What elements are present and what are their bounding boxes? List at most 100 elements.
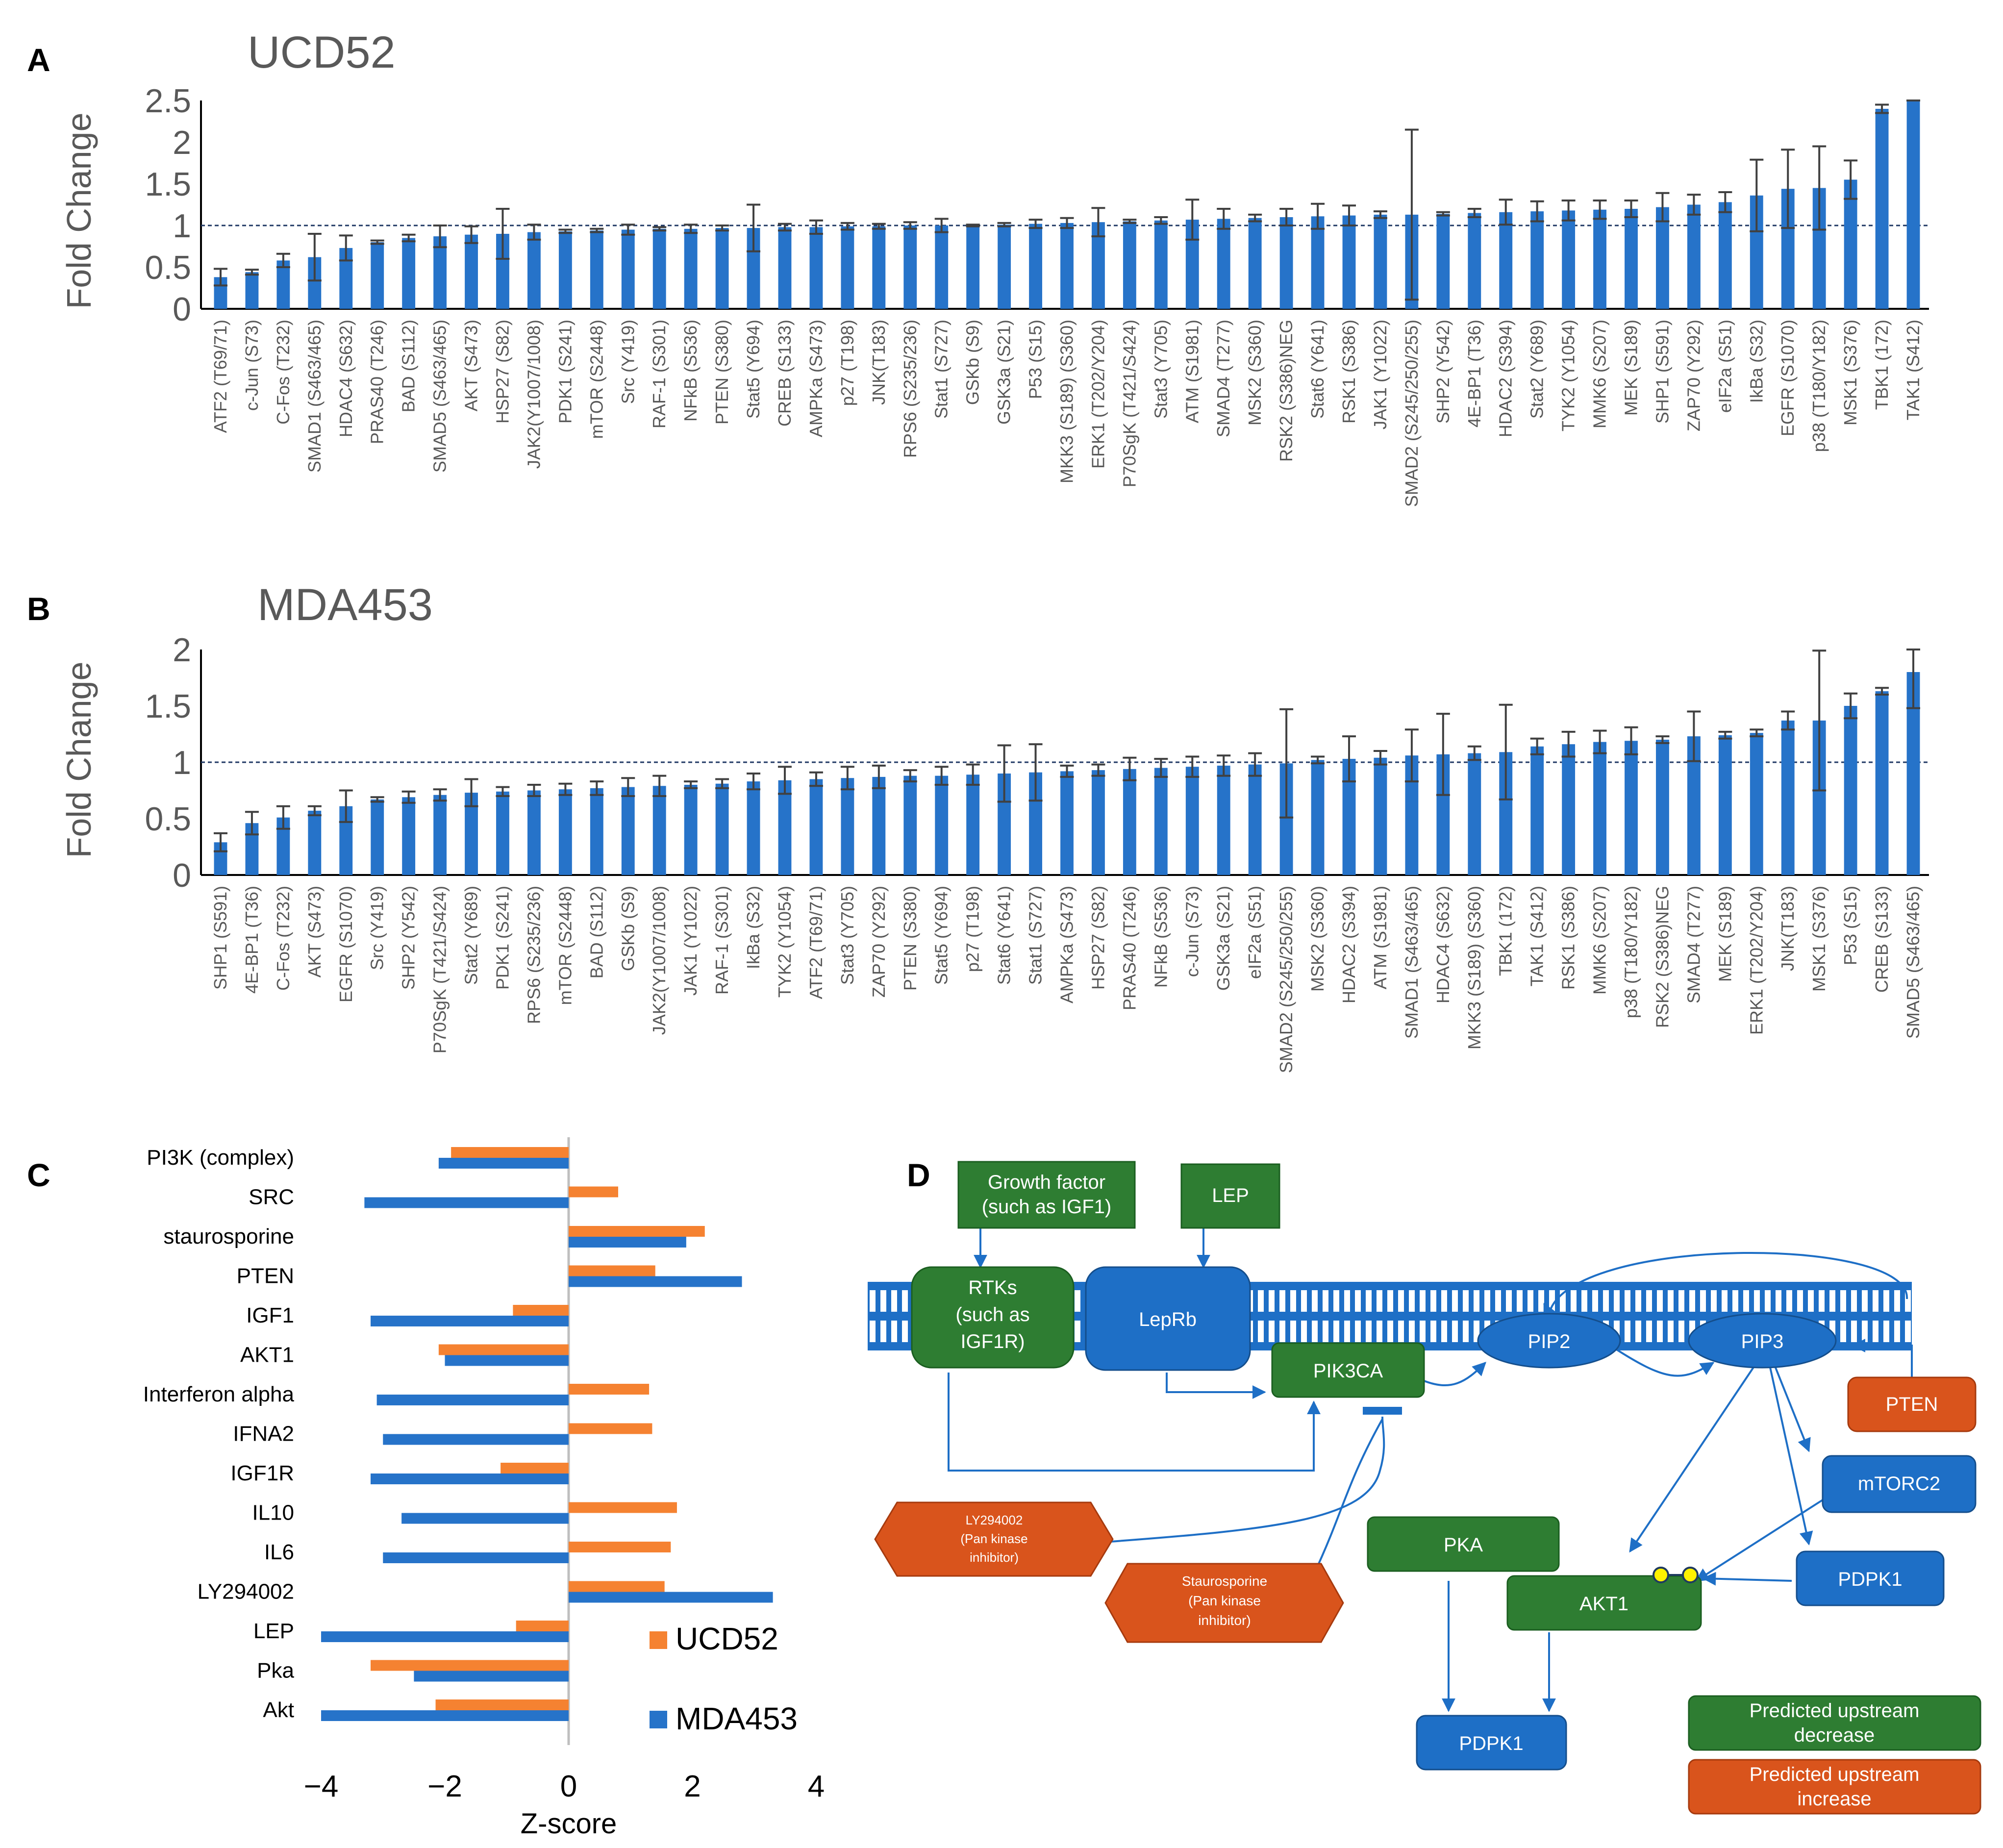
- a-y-tick-label: 1.5: [145, 166, 191, 203]
- pip3-label: PIP3: [1741, 1331, 1784, 1352]
- b-bar: [1718, 735, 1732, 875]
- a-x-tick-label: IkBa (S32): [1746, 320, 1766, 403]
- node-pka: PKA: [1367, 1516, 1560, 1572]
- panel-c-bar-ucd52: [569, 1581, 665, 1592]
- a-x-tick-label: RSK1 (S386): [1339, 320, 1359, 424]
- b-bar: [308, 810, 322, 875]
- b-x-tick-label: p27 (T198): [963, 886, 983, 972]
- panel-c-bar-ucd52: [569, 1423, 652, 1434]
- a-x-tick-label: TYK2 (Y1054): [1558, 320, 1578, 431]
- a-x-tick-label: 4E-BP1 (T36): [1464, 320, 1484, 427]
- panel-a-letter: A: [27, 42, 50, 78]
- panel-b-y-ticks: 0 0.5 1 1.5 2: [145, 631, 191, 894]
- ly294002-line3: inhibitor): [970, 1550, 1019, 1565]
- node-ly294002: LY294002 (Pan kinase inhibitor): [874, 1501, 1114, 1577]
- inhibit-pten-to-pip3: [1852, 1339, 1913, 1377]
- b-x-tick-label: SHP2 (Y542): [399, 886, 419, 990]
- growth-factor-line1: Growth factor: [988, 1172, 1105, 1193]
- b-bar: [496, 791, 509, 875]
- panel-c-category-label: PTEN: [237, 1264, 294, 1288]
- panel-b-error-bars: [213, 649, 1921, 852]
- b-bar: [590, 788, 603, 875]
- b-x-tick-label: TAK1 (S412): [1527, 886, 1547, 986]
- b-bar: [1217, 765, 1230, 875]
- a-x-tick-label: JAK1 (Y1022): [1370, 320, 1390, 429]
- panel-c-bar-ucd52: [569, 1265, 655, 1276]
- panel-c-bar-mda453: [376, 1395, 569, 1405]
- arrow-rtks-to-pik3ca: [948, 1373, 1321, 1472]
- b-x-tick-label: PTEN (S380): [900, 886, 920, 991]
- b-x-tick-label: Stat6 (Y641): [994, 886, 1014, 985]
- b-bar: [433, 795, 447, 875]
- b-x-tick-label: ERK1 (T202/Y204): [1746, 886, 1766, 1035]
- a-x-tick-label: Stat5 (Y694): [743, 320, 763, 419]
- a-x-tick-label: BAD (S112): [399, 320, 419, 412]
- panel-c-category-label: AKT1: [240, 1343, 294, 1367]
- b-x-tick-label: TBK1 (172): [1496, 886, 1516, 976]
- a-x-tick-label: SMAD2 (S245/250/255): [1402, 320, 1422, 507]
- a-x-tick-label: mTOR (S2448): [586, 320, 606, 439]
- a-x-tick-label: EGFR (S1070): [1778, 320, 1798, 436]
- b-y-tick-label: 2: [173, 631, 191, 669]
- a-x-tick-label: PRAS40 (T246): [367, 320, 387, 444]
- a-bar: [1687, 204, 1701, 309]
- legend-orange-line2: increase: [1797, 1788, 1871, 1810]
- panel-c-bar-mda453: [383, 1434, 569, 1445]
- a-x-tick-label: MEK (S189): [1621, 320, 1641, 416]
- phospho-site-2: [1682, 1567, 1699, 1583]
- a-x-tick-label: RPS6 (S235/236): [900, 320, 920, 458]
- a-x-tick-label: MSK1 (S376): [1840, 320, 1860, 425]
- b-x-tick-label: PDK1 (S241): [492, 886, 512, 990]
- arrow-pik3ca-to-pip2: [1421, 1362, 1486, 1387]
- phospho-site-1: [1652, 1567, 1669, 1583]
- panel-c-bar-ucd52: [516, 1621, 569, 1631]
- growth-factor-line2: (such as IGF1): [982, 1196, 1112, 1218]
- panel-c-bar-mda453: [401, 1513, 569, 1524]
- a-bar: [465, 234, 478, 309]
- node-growth-factor: Growth factor (such as IGF1): [957, 1161, 1136, 1229]
- arrow-arc-head: [1543, 1302, 1556, 1318]
- panel-c-bar-mda453: [445, 1355, 569, 1366]
- b-x-tick-label: SMAD5 (S463/465): [1903, 886, 1923, 1039]
- panel-c-x-tick-label: 2: [684, 1770, 701, 1803]
- a-bar: [527, 232, 541, 309]
- a-x-tick-label: Stat2 (Y689): [1527, 320, 1547, 419]
- panel-c-category-label: IL6: [264, 1540, 294, 1564]
- panel-c-bar-ucd52: [371, 1660, 569, 1671]
- panel-a: A UCD52 Fold Change 0 0.5 1 1.5 2 2.5 ATF2 (T…: [27, 27, 1929, 507]
- a-x-tick-label: Src (Y419): [618, 320, 638, 404]
- a-bar: [1154, 220, 1168, 309]
- panel-c-bar-ucd52: [569, 1186, 618, 1198]
- b-x-tick-label: MEK (S189): [1715, 886, 1735, 982]
- mtorc2-label: mTORC2: [1858, 1473, 1940, 1495]
- legend-green-line2: decrease: [1794, 1724, 1875, 1746]
- a-bar: [1029, 224, 1042, 309]
- legend-green-box: [1688, 1695, 1981, 1751]
- panel-c-bar-mda453: [383, 1552, 569, 1563]
- b-y-tick-label: 1: [173, 744, 191, 781]
- a-bar: [1217, 219, 1230, 309]
- link-staurosporine-to-pik3ca: [1318, 1419, 1383, 1564]
- arrow-pip3-to-pdpk1: [1769, 1365, 1813, 1546]
- a-x-tick-label: RSK2 (S386)NEG: [1276, 320, 1296, 462]
- panel-c-category-labels: PI3K (complex) SRC staurosporine PTEN IGF1 AK…: [143, 1146, 295, 1722]
- ly294002-line1: LY294002: [966, 1513, 1023, 1527]
- a-bar: [1060, 223, 1074, 309]
- b-x-tick-label: p38 (T180/Y182): [1621, 886, 1641, 1018]
- b-bar: [652, 786, 666, 875]
- a-bar: [558, 231, 572, 309]
- b-bar: [1185, 767, 1199, 875]
- b-x-tick-label: 4E-BP1 (T36): [242, 886, 262, 994]
- b-x-tick-label: NFkB (S536): [1151, 886, 1171, 988]
- a-x-tick-label: NFkB (S536): [680, 320, 701, 422]
- rtks-line2: (such as: [955, 1304, 1029, 1325]
- a-y-tick-label: 2.5: [145, 82, 191, 120]
- node-pip2: PIP2: [1477, 1313, 1621, 1369]
- a-bar: [872, 226, 886, 309]
- a-y-tick-label: 0.5: [145, 249, 191, 286]
- a-x-tick-label: MMK6 (S207): [1590, 320, 1610, 428]
- node-pik3ca: PIK3CA: [1271, 1342, 1425, 1398]
- b-bar: [558, 789, 572, 875]
- b-x-tick-label: ATF2 (T69/71): [806, 886, 826, 999]
- pip2-label: PIP2: [1528, 1331, 1571, 1352]
